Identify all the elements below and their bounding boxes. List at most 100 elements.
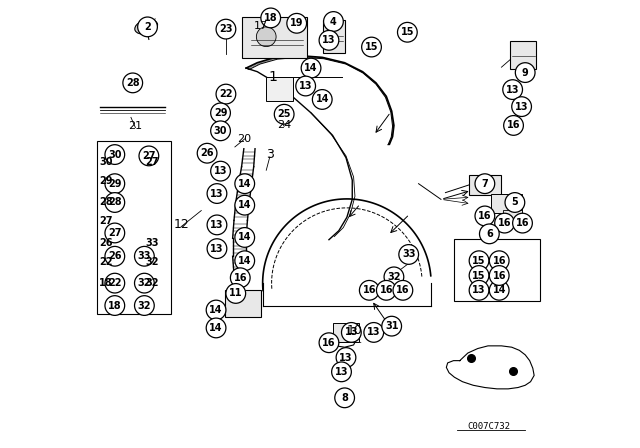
Text: 13: 13: [210, 244, 224, 254]
Text: 32: 32: [145, 278, 159, 288]
Text: 11: 11: [229, 289, 243, 298]
Circle shape: [384, 267, 404, 287]
Text: 26: 26: [200, 148, 214, 158]
Text: 16: 16: [516, 218, 529, 228]
Text: 33: 33: [402, 250, 415, 259]
Text: 27: 27: [145, 157, 159, 167]
Text: 23: 23: [219, 24, 233, 34]
Text: 26: 26: [99, 238, 113, 248]
Text: 14: 14: [304, 63, 318, 73]
Text: 4: 4: [330, 17, 337, 26]
Circle shape: [382, 316, 401, 336]
FancyBboxPatch shape: [468, 175, 500, 195]
Text: 13: 13: [367, 327, 381, 337]
Text: 16: 16: [362, 285, 376, 295]
FancyBboxPatch shape: [491, 194, 522, 213]
Circle shape: [134, 246, 154, 266]
Circle shape: [134, 273, 154, 293]
Circle shape: [206, 318, 226, 338]
Text: 15: 15: [472, 256, 486, 266]
Circle shape: [123, 73, 143, 93]
Text: 14: 14: [316, 95, 329, 104]
Text: 7: 7: [481, 179, 488, 189]
Circle shape: [105, 145, 125, 164]
Circle shape: [105, 296, 125, 315]
Circle shape: [287, 13, 307, 33]
Circle shape: [362, 37, 381, 57]
Text: 20: 20: [237, 134, 251, 144]
Text: 13: 13: [210, 220, 224, 230]
Circle shape: [261, 8, 280, 28]
Text: 31: 31: [385, 321, 399, 331]
FancyBboxPatch shape: [503, 210, 522, 223]
Text: 18: 18: [99, 278, 113, 288]
Text: 15: 15: [472, 271, 486, 280]
FancyBboxPatch shape: [225, 290, 261, 317]
Circle shape: [211, 121, 230, 141]
Circle shape: [503, 80, 522, 99]
Circle shape: [105, 273, 125, 293]
Text: 29: 29: [108, 179, 122, 189]
Circle shape: [257, 27, 276, 47]
Text: 13: 13: [322, 35, 336, 45]
Circle shape: [336, 348, 356, 367]
Text: 30: 30: [99, 157, 113, 167]
Circle shape: [105, 193, 125, 212]
Circle shape: [216, 84, 236, 104]
Text: 27: 27: [108, 228, 122, 238]
Circle shape: [138, 17, 157, 37]
Circle shape: [207, 184, 227, 203]
FancyBboxPatch shape: [333, 323, 359, 342]
Text: 9: 9: [522, 68, 529, 78]
Text: 30: 30: [108, 150, 122, 159]
Circle shape: [490, 280, 509, 300]
Circle shape: [275, 104, 294, 124]
Circle shape: [475, 206, 495, 226]
Text: 13: 13: [335, 367, 348, 377]
Circle shape: [469, 251, 489, 271]
Circle shape: [230, 268, 250, 288]
Text: 25: 25: [277, 109, 291, 119]
Circle shape: [490, 266, 509, 285]
Text: 13: 13: [339, 353, 353, 362]
Circle shape: [235, 228, 255, 247]
Text: 28: 28: [99, 198, 113, 207]
Text: 8: 8: [341, 393, 348, 403]
Text: 6: 6: [486, 229, 493, 239]
Text: 12: 12: [173, 218, 189, 232]
Circle shape: [513, 213, 532, 233]
Text: 14: 14: [209, 323, 223, 333]
Text: 14: 14: [238, 200, 252, 210]
Circle shape: [399, 245, 419, 264]
Circle shape: [134, 296, 154, 315]
Circle shape: [360, 280, 379, 300]
Ellipse shape: [135, 20, 157, 34]
Circle shape: [397, 22, 417, 42]
Circle shape: [505, 193, 525, 212]
Text: 21: 21: [129, 121, 143, 131]
Text: 32: 32: [138, 278, 151, 288]
Text: 13: 13: [515, 102, 529, 112]
Text: 32: 32: [145, 257, 159, 267]
Text: 29: 29: [99, 177, 113, 186]
Circle shape: [342, 323, 361, 342]
Circle shape: [504, 116, 524, 135]
Text: 16: 16: [492, 256, 506, 266]
Circle shape: [235, 195, 255, 215]
Text: 13: 13: [299, 81, 312, 91]
Text: 13: 13: [344, 327, 358, 337]
Text: 5: 5: [511, 198, 518, 207]
Circle shape: [332, 362, 351, 382]
Circle shape: [207, 215, 227, 235]
Circle shape: [512, 97, 531, 116]
Circle shape: [207, 239, 227, 258]
Circle shape: [515, 63, 535, 82]
Circle shape: [319, 333, 339, 353]
Circle shape: [475, 174, 495, 194]
Circle shape: [211, 103, 230, 123]
Text: 22: 22: [99, 257, 113, 267]
Text: 28: 28: [126, 78, 140, 88]
Text: 1: 1: [269, 70, 277, 84]
Circle shape: [376, 280, 396, 300]
Text: 16: 16: [507, 121, 520, 130]
